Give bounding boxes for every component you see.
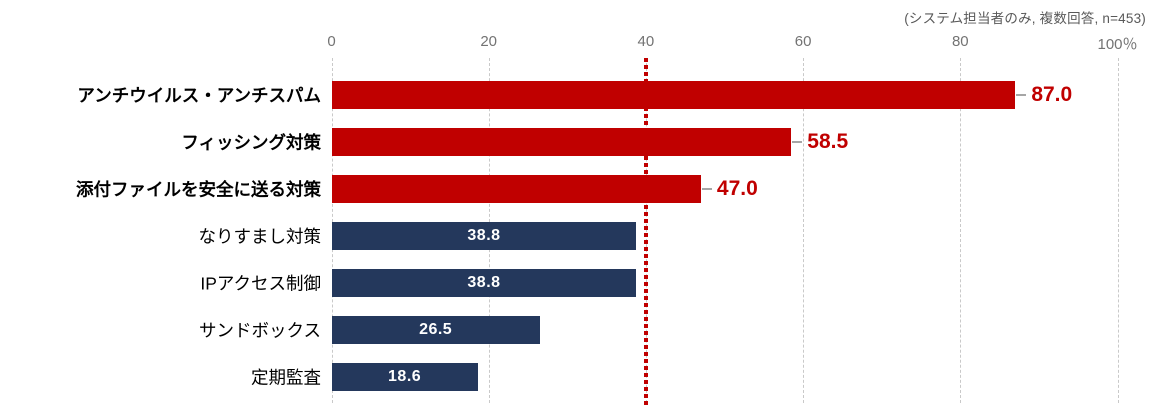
bar-value: 26.5 — [419, 321, 453, 338]
category-label: なりすまし対策 — [198, 226, 322, 247]
bar-value: 47.0 — [716, 177, 758, 200]
bar-value: 38.8 — [467, 274, 501, 291]
value-leader-line — [1016, 94, 1027, 96]
bar: 18.6 — [331, 363, 478, 391]
bar — [331, 175, 701, 203]
category-label: アンチウイルス・アンチスパム — [77, 85, 321, 106]
bar-value: 18.6 — [388, 368, 422, 385]
bar — [331, 81, 1016, 109]
grid-line — [960, 58, 962, 403]
reference-line — [643, 58, 648, 405]
value-leader-line — [792, 141, 803, 143]
axis-tick-label: 60 — [794, 33, 812, 50]
grid-line — [803, 58, 805, 403]
bar: 26.5 — [331, 316, 540, 344]
bar-value: 87.0 — [1031, 83, 1073, 106]
category-label: IPアクセス制御 — [200, 273, 321, 294]
bar — [331, 128, 792, 156]
category-label: 添付ファイルを安全に送る対策 — [76, 179, 321, 200]
bar: 38.8 — [331, 269, 637, 297]
value-leader-line — [701, 188, 712, 190]
grid-line — [1117, 58, 1119, 403]
axis-tick-label: 20 — [480, 33, 498, 50]
chart-annotation: (システム担当者のみ, 複数回答, n=453) — [904, 11, 1146, 26]
bar-value: 58.5 — [807, 130, 849, 153]
axis-tick-label: 80 — [951, 33, 969, 50]
axis-tick-label: 100％ — [1097, 36, 1138, 53]
category-label: 定期監査 — [251, 367, 321, 388]
axis-tick-label: 0 — [327, 33, 336, 50]
bar-value: 38.8 — [467, 227, 501, 244]
category-label: フィッシング対策 — [181, 132, 321, 153]
bar: 38.8 — [331, 222, 637, 250]
category-label: サンドボックス — [199, 320, 321, 341]
axis-tick-label: 40 — [637, 33, 655, 50]
